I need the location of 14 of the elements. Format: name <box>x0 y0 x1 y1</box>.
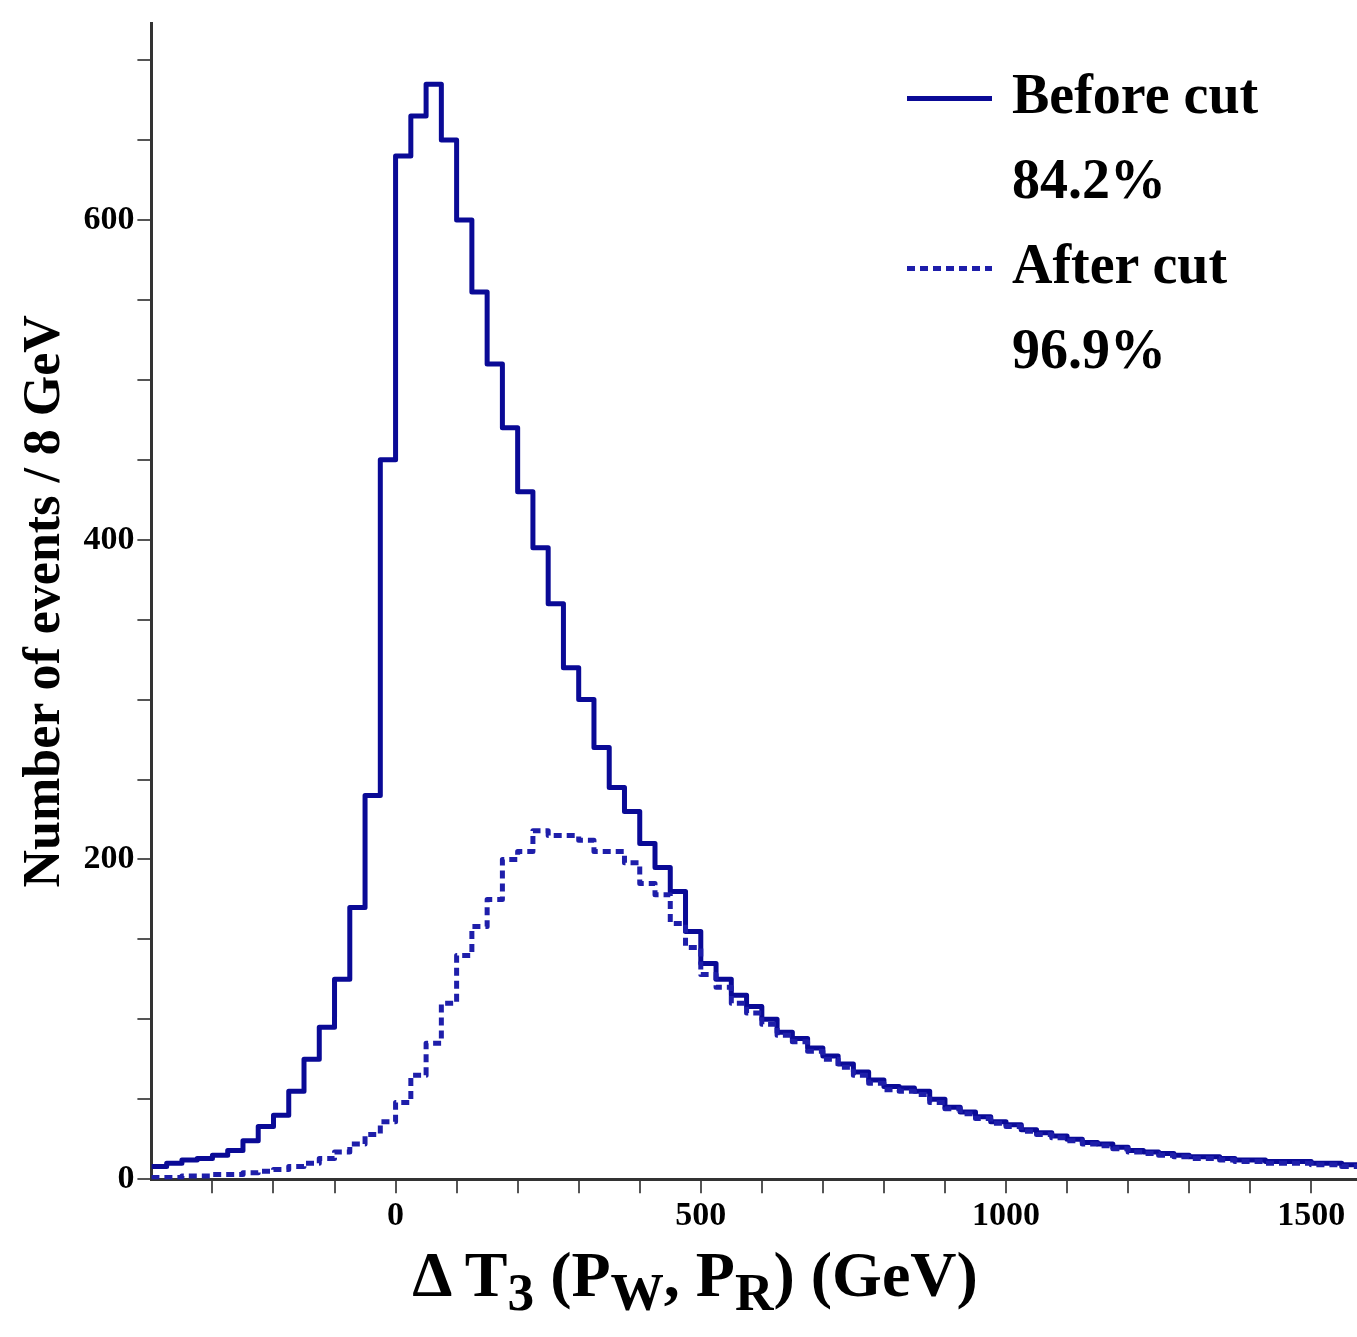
legend-label: Before cut <box>1012 62 1259 125</box>
annotation: 96.9% <box>1012 317 1166 380</box>
y-tick-label: 200 <box>83 838 135 876</box>
y-tick-label: 400 <box>83 518 135 556</box>
annotation: 84.2% <box>1012 147 1166 210</box>
y-tick-label: 0 <box>117 1157 135 1195</box>
y-tick-label: 600 <box>83 198 135 236</box>
x-tick-label: 1000 <box>972 1195 1040 1233</box>
x-tick-label: 500 <box>675 1195 727 1233</box>
y-axis-title: Number of events / 8 GeV <box>12 315 70 888</box>
x-tick-label: 0 <box>387 1195 405 1233</box>
x-tick-label: 1500 <box>1277 1195 1346 1233</box>
x-axis-title: Δ T$_{3}$ (P$_{W}$, P$_{R}$) (GeV) <box>411 1239 979 1322</box>
legend-label: After cut <box>1012 232 1228 295</box>
